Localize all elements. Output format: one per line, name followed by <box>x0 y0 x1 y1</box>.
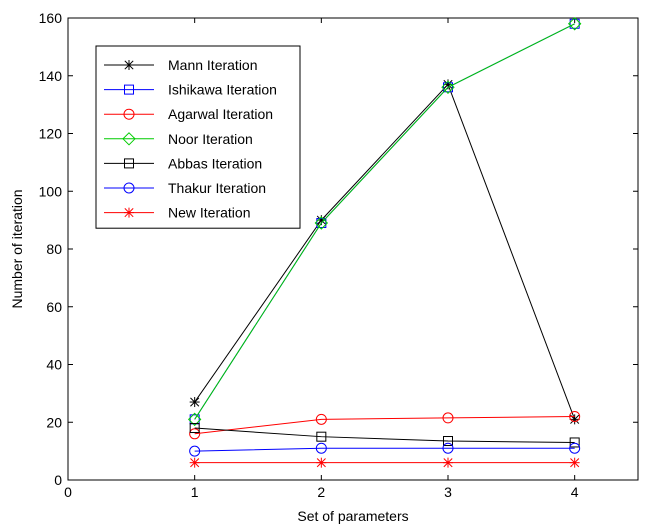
legend-marker <box>122 132 136 146</box>
data-point-ishikawa-iteration <box>316 218 327 229</box>
data-point-thakur-iteration <box>442 442 454 454</box>
data-point-thakur-iteration <box>315 442 327 454</box>
series-thakur-iteration <box>189 442 581 457</box>
data-point-new-iteration <box>443 457 453 468</box>
y-tick-label: 160 <box>39 10 63 26</box>
data-point-new-iteration <box>189 457 200 468</box>
data-point-thakur-iteration <box>569 442 581 454</box>
marker-stroke <box>124 208 134 218</box>
marker-stroke <box>443 79 453 89</box>
marker-stroke <box>570 414 580 424</box>
data-point-noor-iteration <box>567 17 582 31</box>
data-point-new-iteration <box>569 457 580 468</box>
legend-marker <box>123 182 135 194</box>
data-point-abbas-iteration <box>569 437 580 448</box>
marker-stroke <box>316 458 326 468</box>
legend-entry-mann-iteration: Mann Iteration <box>104 57 258 73</box>
data-point-mann-iteration <box>189 397 200 408</box>
y-tick-label: 40 <box>46 357 62 373</box>
series-line-abbas-iteration <box>194 427 575 443</box>
marker-stroke <box>190 458 200 468</box>
marker-stroke <box>316 215 326 225</box>
series-layer <box>187 17 582 468</box>
legend-entry-abbas-iteration: Abbas Iteration <box>104 155 262 171</box>
legend-entry-ishikawa-iteration: Ishikawa Iteration <box>104 82 277 98</box>
legend-entry-thakur-iteration: Thakur Iteration <box>104 180 266 196</box>
data-point-new-iteration <box>316 457 327 468</box>
y-tick-label: 0 <box>54 472 62 488</box>
legend-marker <box>124 207 134 218</box>
y-tick-label: 80 <box>46 241 62 257</box>
data-point-noor-iteration <box>314 216 329 230</box>
series-noor-iteration <box>187 17 582 427</box>
y-axis-label: Number of iteration <box>9 189 25 308</box>
data-point-noor-iteration <box>441 80 455 95</box>
legend-marker <box>124 158 134 169</box>
data-point-noor-iteration <box>187 412 202 427</box>
x-tick-label: 1 <box>191 484 199 500</box>
legend-entry-noor-iteration: Noor Iteration <box>104 131 253 147</box>
legend-label: Agarwal Iteration <box>168 106 273 122</box>
data-point-agarwal-iteration <box>315 413 327 425</box>
series-line-thakur-iteration <box>194 447 575 452</box>
legend-label: Thakur Iteration <box>168 180 266 196</box>
legend: Mann Iteration Ishikawa Iteration Agarwal … <box>95 45 301 229</box>
x-tick-label: 4 <box>571 484 579 500</box>
series-new-iteration <box>189 457 580 468</box>
series-line-noor-iteration <box>194 23 575 420</box>
data-point-abbas-iteration <box>189 423 200 434</box>
y-tick-label: 60 <box>46 299 62 315</box>
legend-marker <box>124 60 134 70</box>
series-line-mann-iteration <box>194 83 576 420</box>
legend-entry-agarwal-iteration: Agarwal Iteration <box>104 106 273 122</box>
series-agarwal-iteration <box>189 410 581 440</box>
legend-marker <box>124 84 134 95</box>
data-point-abbas-iteration <box>316 431 327 442</box>
series-line-agarwal-iteration <box>194 415 575 435</box>
legend-label: Mann Iteration <box>168 57 258 73</box>
marker-stroke <box>443 458 453 468</box>
y-tick-label: 140 <box>39 68 63 84</box>
legend-marker <box>123 108 135 120</box>
marker-stroke <box>190 397 200 407</box>
data-point-ishikawa-iteration <box>443 82 453 93</box>
legend-label: Ishikawa Iteration <box>168 82 277 98</box>
data-point-agarwal-iteration <box>442 412 454 424</box>
x-tick-label: 2 <box>317 484 325 500</box>
x-tick-label: 0 <box>64 484 72 500</box>
data-point-abbas-iteration <box>443 436 453 447</box>
marker-stroke <box>570 458 580 468</box>
legend-label: New Iteration <box>168 205 250 221</box>
data-point-agarwal-iteration <box>569 410 581 422</box>
legend-box <box>95 45 301 229</box>
legend-label: Abbas Iteration <box>168 155 262 171</box>
legend-entry-new-iteration: New Iteration <box>104 205 250 221</box>
y-tick-label: 100 <box>39 183 63 199</box>
data-point-agarwal-iteration <box>189 428 201 440</box>
y-tick-label: 20 <box>46 414 62 430</box>
legend-label: Noor Iteration <box>168 131 253 147</box>
series-abbas-iteration <box>189 423 580 448</box>
marker-stroke <box>124 60 134 70</box>
data-point-ishikawa-iteration <box>569 18 580 29</box>
y-tick-label: 120 <box>39 126 63 142</box>
x-axis-label: Set of parameters <box>297 508 408 524</box>
x-tick-label: 3 <box>444 484 452 500</box>
data-point-thakur-iteration <box>189 445 201 457</box>
